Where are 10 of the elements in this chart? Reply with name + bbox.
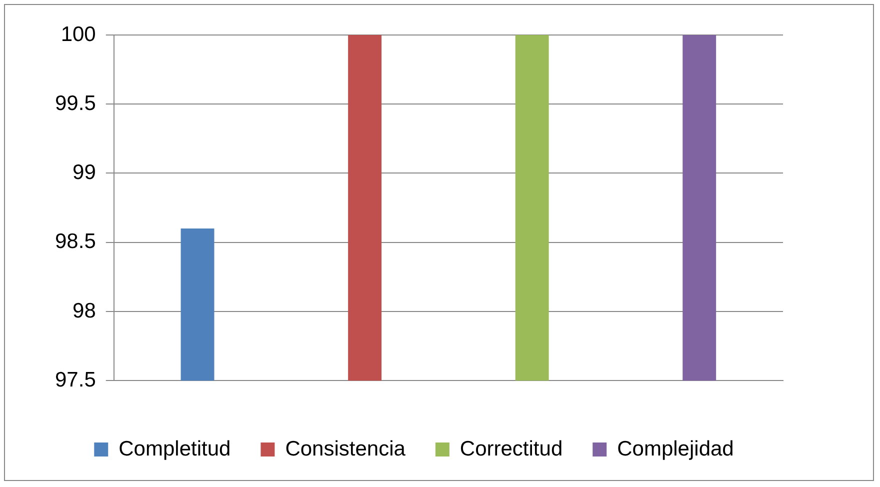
y-tick-label: 97.5 <box>54 368 96 392</box>
y-tick-label: 98.5 <box>54 230 96 254</box>
legend-label: Correctitud <box>460 437 563 460</box>
y-tick-label: 98 <box>72 299 96 322</box>
y-tick-label: 99 <box>72 161 96 184</box>
legend-label: Completitud <box>118 437 231 460</box>
y-tick-label: 100 <box>60 22 96 46</box>
legend-label: Complejidad <box>617 437 734 460</box>
y-tick-label: 99.5 <box>54 92 96 115</box>
legend-label: Consistencia <box>285 437 406 460</box>
